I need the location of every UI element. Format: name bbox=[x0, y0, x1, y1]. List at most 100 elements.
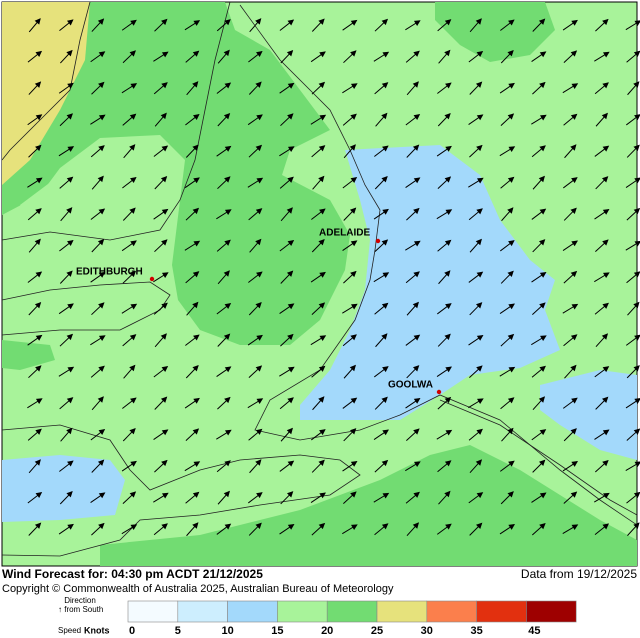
wind-arrow bbox=[27, 492, 43, 504]
wind-arrow bbox=[59, 176, 74, 189]
place-label: ADELAIDE bbox=[319, 228, 370, 239]
speed-region bbox=[540, 370, 637, 460]
wind-arrow bbox=[311, 239, 325, 253]
wind-arrow bbox=[154, 459, 168, 473]
wind-arrow bbox=[27, 334, 43, 346]
wind-arrow bbox=[310, 492, 326, 503]
wind-arrow bbox=[153, 523, 168, 536]
wind-arrow bbox=[312, 175, 325, 190]
legend-tick-label: 30 bbox=[421, 625, 433, 637]
wind-arrow bbox=[563, 177, 578, 189]
wind-arrow bbox=[247, 177, 264, 188]
wind-arrow bbox=[562, 461, 579, 472]
wind-arrow bbox=[154, 333, 167, 348]
wind-arrow bbox=[468, 398, 484, 409]
wind-arrow bbox=[249, 238, 262, 253]
speed-label: Speed bbox=[58, 626, 81, 635]
wind-arrow bbox=[438, 490, 451, 505]
wind-arrow bbox=[248, 365, 263, 379]
wind-arrow bbox=[531, 271, 547, 283]
wind-arrow bbox=[28, 144, 42, 158]
wind-arrow bbox=[280, 491, 294, 505]
wind-arrow bbox=[312, 396, 325, 411]
wind-arrow bbox=[248, 81, 262, 95]
wind-arrow bbox=[216, 460, 231, 473]
wind-arrow bbox=[279, 146, 295, 157]
wind-arrow bbox=[405, 50, 420, 63]
wind-arrow bbox=[216, 366, 232, 378]
wind-arrow bbox=[374, 523, 389, 536]
wind-arrow bbox=[58, 82, 74, 94]
wind-arrow bbox=[185, 365, 199, 379]
place-marker bbox=[436, 389, 442, 395]
wind-arrow bbox=[595, 112, 608, 127]
wind-arrow bbox=[405, 334, 421, 346]
wind-arrow bbox=[374, 302, 389, 315]
wind-arrow bbox=[595, 18, 609, 32]
wind-arrow bbox=[247, 398, 264, 409]
wind-arrow bbox=[562, 240, 578, 251]
wind-arrow bbox=[248, 428, 263, 441]
wind-arrow bbox=[185, 334, 200, 346]
wind-arrow bbox=[217, 490, 230, 505]
wind-arrow bbox=[184, 397, 200, 409]
wind-arrow bbox=[468, 271, 484, 283]
wind-arrow bbox=[342, 303, 358, 314]
legend-swatch bbox=[426, 600, 477, 623]
wind-arrow bbox=[500, 333, 515, 347]
wind-arrow bbox=[468, 51, 484, 63]
wind-arrow bbox=[594, 523, 609, 536]
wind-arrow bbox=[90, 365, 105, 378]
wind-arrow bbox=[343, 144, 356, 159]
wind-arrow bbox=[373, 272, 390, 283]
wind-arrow bbox=[27, 398, 43, 409]
wind-arrow bbox=[373, 429, 389, 440]
wind-arrow bbox=[153, 51, 169, 62]
wind-arrow bbox=[310, 51, 326, 63]
wind-arrow bbox=[248, 144, 263, 158]
wind-arrow bbox=[532, 239, 546, 253]
wind-arrow bbox=[311, 18, 325, 32]
wind-arrow bbox=[311, 302, 326, 316]
wind-arrow bbox=[373, 51, 390, 62]
wind-arrow bbox=[343, 491, 357, 504]
wind-arrow bbox=[121, 83, 138, 94]
wind-arrow bbox=[185, 491, 200, 504]
speed-region bbox=[20, 140, 175, 240]
wind-arrow bbox=[625, 334, 640, 346]
wind-arrow bbox=[311, 459, 325, 473]
speed-region bbox=[2, 2, 350, 345]
wind-arrow bbox=[28, 459, 41, 474]
wind-arrow bbox=[626, 271, 640, 284]
wind-arrow bbox=[122, 207, 136, 221]
speed-region bbox=[2, 2, 90, 185]
wind-arrow bbox=[468, 334, 484, 346]
wind-arrow bbox=[185, 428, 200, 442]
wind-arrow bbox=[562, 83, 579, 94]
wind-arrow bbox=[153, 492, 169, 503]
forecast-title: Wind Forecast for: 04:30 pm ACDT 21/12/2… bbox=[2, 567, 263, 581]
wind-arrow bbox=[59, 460, 74, 472]
wind-arrow bbox=[437, 82, 452, 94]
wind-arrow bbox=[405, 397, 421, 409]
wind-arrow bbox=[343, 50, 357, 64]
wind-arrow bbox=[594, 145, 610, 157]
wind-arrow bbox=[279, 397, 294, 410]
wind-arrow bbox=[563, 113, 578, 126]
wind-arrow bbox=[121, 240, 137, 252]
place-marker bbox=[149, 276, 155, 282]
wind-arrow bbox=[91, 81, 105, 95]
wind-arrow bbox=[311, 522, 326, 536]
wind-arrow bbox=[594, 429, 610, 440]
wind-arrow bbox=[595, 239, 609, 252]
wind-arrow bbox=[216, 239, 231, 252]
wind-arrow bbox=[28, 81, 42, 95]
coastline bbox=[1, 281, 171, 336]
wind-arrow bbox=[28, 18, 41, 33]
wind-arrow bbox=[310, 335, 327, 346]
wind-arrow bbox=[342, 397, 358, 409]
wind-arrow bbox=[217, 396, 231, 410]
wind-arrow bbox=[343, 428, 357, 442]
wind-arrow bbox=[153, 208, 169, 220]
wind-arrow bbox=[562, 19, 578, 31]
